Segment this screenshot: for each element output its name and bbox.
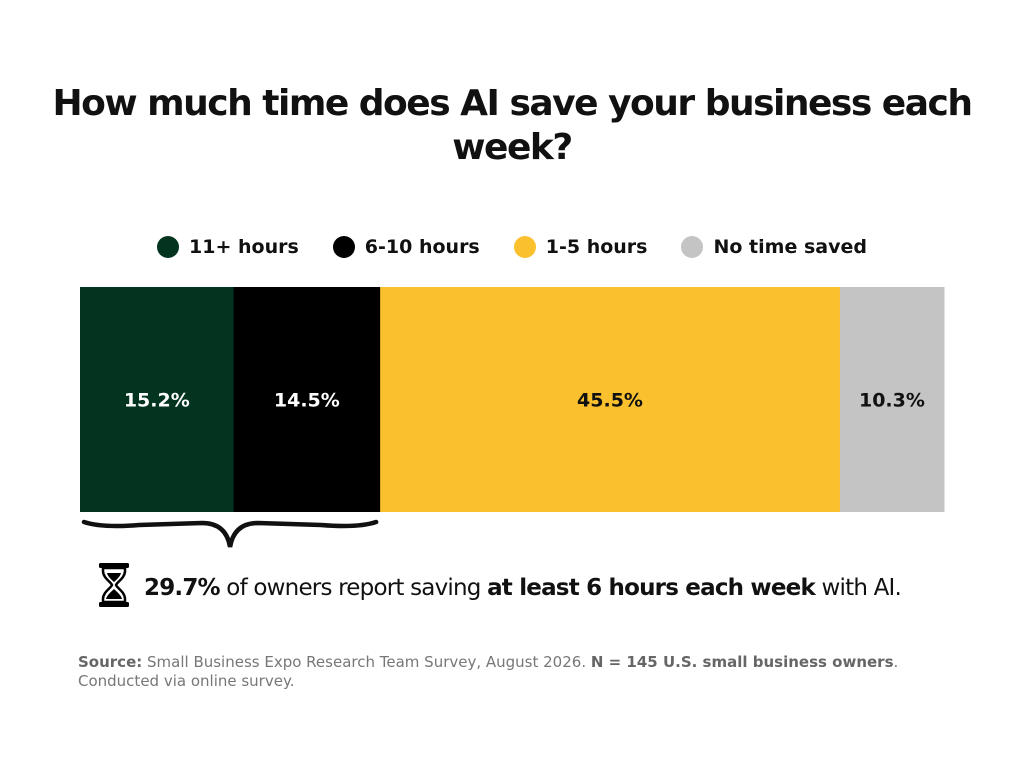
- callout-text-1: of owners report saving: [219, 575, 488, 601]
- callout-text-2: with AI.: [814, 575, 902, 601]
- bar-segment-6-10-hours: [233, 287, 381, 512]
- data-label-no-time-saved: 10.3%: [859, 390, 925, 412]
- legend-label: 11+ hours: [189, 236, 299, 258]
- callout-text: 29.7% of owners report saving at least 6…: [144, 575, 902, 601]
- callout-value: 29.7%: [144, 575, 221, 601]
- legend-label: No time saved: [713, 236, 867, 258]
- legend-swatch: [332, 236, 355, 258]
- source-label: Source:: [78, 653, 143, 671]
- legend-item-6-10-hours: 6-10 hours: [332, 236, 480, 258]
- legend-label: 1-5 hours: [545, 236, 648, 258]
- hourglass-icon: [98, 562, 130, 614]
- data-label-1-5-hours: 45.5%: [577, 390, 643, 412]
- data-label-6-10-hours: 14.5%: [274, 390, 340, 412]
- legend-item-no-time-saved: No time saved: [681, 236, 867, 258]
- bar-segment-no-time-saved: [839, 287, 945, 512]
- legend-swatch: [513, 236, 536, 258]
- legend-swatch: [681, 236, 704, 258]
- data-label-11-plus-hours: 15.2%: [124, 390, 190, 412]
- source-end: .: [893, 653, 899, 671]
- callout: 29.7% of owners report saving at least 6…: [98, 562, 902, 614]
- legend-label: 6-10 hours: [364, 236, 480, 258]
- callout-emphasis: at least 6 hours each week: [487, 575, 816, 601]
- legend: 11+ hours 6-10 hours 1-5 hours No time s…: [0, 236, 1024, 258]
- source-sample: N = 145 U.S. small business owners: [590, 653, 894, 671]
- legend-item-11-plus-hours: 11+ hours: [157, 236, 299, 258]
- source-note: Source: Small Business Expo Research Tea…: [78, 653, 958, 691]
- bar-segment-1-5-hours: [380, 287, 841, 512]
- chart-title: How much time does AI save your business…: [52, 83, 973, 168]
- source-line-2: Conducted via online survey.: [78, 672, 295, 690]
- bracket-brace: [81, 519, 379, 548]
- legend-item-1-5-hours: 1-5 hours: [513, 236, 648, 258]
- source-text: Small Business Expo Research Team Survey…: [142, 653, 591, 671]
- legend-swatch: [157, 236, 180, 258]
- bar-segment-11-plus-hours: [80, 287, 235, 512]
